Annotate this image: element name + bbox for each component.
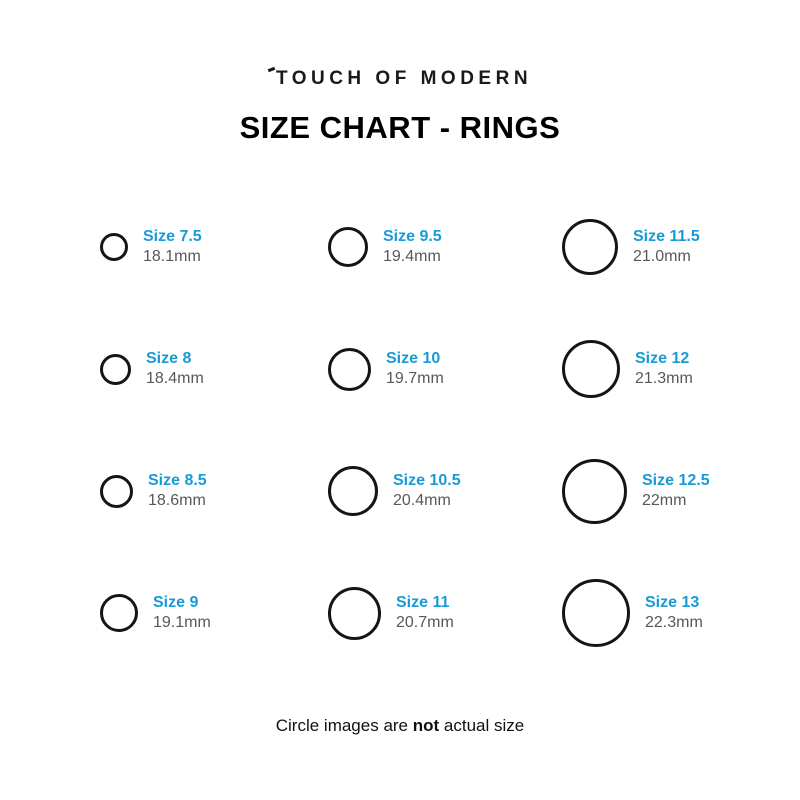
ring-diameter-label: 18.4mm [146, 369, 204, 387]
ring-circle-icon [328, 466, 378, 516]
header: TOUCH OF MODERN SIZE CHART - RINGS [0, 0, 800, 146]
ring-diameter-label: 18.6mm [148, 491, 206, 509]
ring-size-grid: Size 7.5 18.1mm Size 9.5 19.4mm Size 11.5 21.… [100, 186, 800, 674]
ring-circle-icon [562, 340, 620, 398]
ring-diameter-label: 21.3mm [635, 369, 693, 387]
ring-circle-icon [562, 579, 630, 647]
ring-labels: Size 7.5 18.1mm [143, 228, 202, 266]
ring-labels: Size 8 18.4mm [146, 350, 204, 388]
ring-labels: Size 8.5 18.6mm [148, 472, 207, 510]
ring-size-item: Size 10.5 20.4mm [328, 466, 562, 516]
ring-diameter-label: 19.1mm [153, 613, 211, 631]
page-title: SIZE CHART - RINGS [239, 110, 561, 145]
ring-size-item: Size 9 19.1mm [100, 594, 328, 632]
ring-size-label: Size 11.5 [633, 228, 700, 246]
ring-labels: Size 13 22.3mm [645, 594, 703, 632]
ring-size-item: Size 10 19.7mm [328, 347, 562, 391]
ring-labels: Size 9.5 19.4mm [383, 228, 442, 266]
ring-circle-icon [328, 347, 371, 391]
ring-diameter-label: 20.7mm [396, 613, 454, 631]
ring-size-item: Size 8 18.4mm [100, 350, 328, 388]
ring-size-label: Size 10.5 [393, 472, 461, 490]
ring-size-label: Size 12.5 [642, 472, 710, 490]
footer-note-suffix: actual size [439, 716, 525, 735]
ring-labels: Size 9 19.1mm [153, 594, 211, 632]
ring-diameter-label: 21.0mm [633, 247, 691, 265]
ring-size-item: Size 9.5 19.4mm [328, 227, 562, 267]
ring-diameter-label: 19.4mm [383, 247, 441, 265]
ring-labels: Size 10.5 20.4mm [393, 472, 461, 510]
ring-circle-icon [100, 474, 133, 508]
ring-size-label: Size 9 [153, 594, 199, 612]
footer-note: Circle images are not actual size [0, 716, 800, 736]
ring-labels: Size 10 19.7mm [386, 350, 444, 388]
ring-circle-icon [562, 219, 618, 275]
ring-circle-icon [100, 594, 138, 632]
ring-size-label: Size 13 [645, 594, 700, 612]
ring-size-label: Size 7.5 [143, 228, 202, 246]
ring-labels: Size 12 21.3mm [635, 350, 693, 388]
ring-circle-icon [562, 458, 627, 524]
ring-size-label: Size 8.5 [148, 472, 207, 490]
ring-labels: Size 12.5 22mm [642, 472, 710, 510]
ring-circle-icon [100, 233, 128, 261]
brand-logo: TOUCH OF MODERN [267, 66, 533, 90]
ring-circle-icon [100, 353, 131, 385]
ring-size-label: Size 11 [396, 594, 450, 612]
ring-size-item: Size 13 22.3mm [562, 579, 800, 647]
ring-labels: Size 11 20.7mm [396, 594, 454, 632]
ring-size-label: Size 9.5 [383, 228, 442, 246]
ring-size-item: Size 11 20.7mm [328, 586, 562, 640]
footer-note-prefix: Circle images are [275, 716, 413, 735]
ring-size-item: Size 11.5 21.0mm [562, 219, 800, 275]
ring-size-item: Size 8.5 18.6mm [100, 472, 328, 510]
ring-diameter-label: 20.4mm [393, 491, 451, 509]
ring-size-label: Size 8 [146, 350, 192, 368]
ring-size-label: Size 12 [635, 350, 690, 368]
ring-labels: Size 11.5 21.0mm [633, 228, 700, 266]
ring-diameter-label: 18.1mm [143, 247, 201, 265]
ring-size-item: Size 12 21.3mm [562, 340, 800, 398]
ring-circle-icon [328, 586, 381, 640]
ring-size-item: Size 7.5 18.1mm [100, 228, 328, 266]
ring-circle-icon [328, 227, 368, 267]
ring-size-item: Size 12.5 22mm [562, 458, 800, 524]
logo-tick-icon [267, 66, 276, 73]
ring-size-label: Size 10 [386, 350, 441, 368]
ring-diameter-label: 22.3mm [645, 613, 703, 631]
ring-diameter-label: 22mm [642, 491, 687, 509]
footer-note-bold: not [412, 716, 440, 735]
ring-diameter-label: 19.7mm [386, 369, 444, 387]
brand-name: TOUCH OF MODERN [275, 68, 533, 89]
